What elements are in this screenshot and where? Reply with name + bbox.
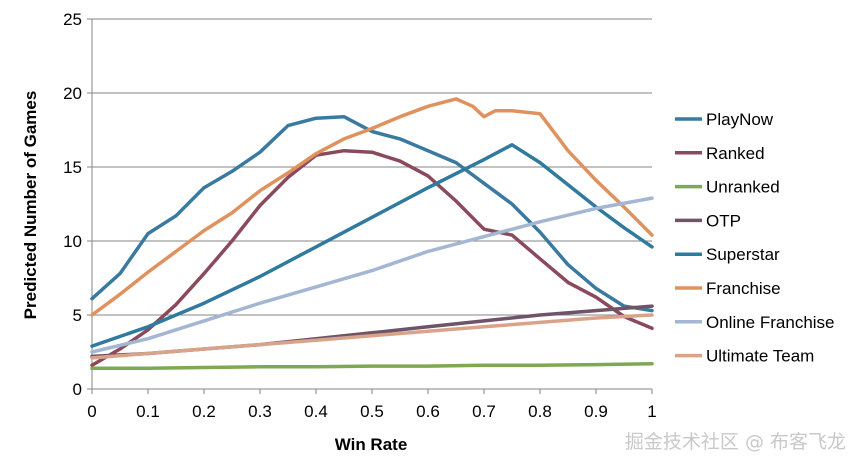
series-line-ultimate-team — [90, 313, 654, 360]
legend-label-ranked: Ranked — [706, 144, 765, 163]
y-tick-label: 15 — [63, 158, 82, 177]
x-tick-label: 0.6 — [416, 402, 440, 421]
series-line-playnow — [90, 114, 654, 313]
y-tick-labels: 0 5 10 15 20 25 — [63, 10, 82, 399]
x-tick-label: 0 — [87, 402, 96, 421]
x-tick-label: 0.2 — [192, 402, 216, 421]
x-tick-label: 0.5 — [360, 402, 384, 421]
series-lines — [90, 97, 654, 371]
x-tick-label: 0.7 — [472, 402, 496, 421]
legend-label-unranked: Unranked — [706, 178, 780, 197]
y-tick-label: 25 — [63, 10, 82, 29]
y-tick-label: 0 — [73, 380, 82, 399]
y-tick-label: 5 — [73, 306, 82, 325]
series-line-franchise — [90, 97, 654, 317]
series-line-unranked — [90, 362, 654, 371]
legend-label-franchise: Franchise — [706, 279, 781, 298]
series-line-online-franchise — [90, 196, 654, 354]
y-tick-label: 10 — [63, 232, 82, 251]
x-tick-label: 0.8 — [528, 402, 552, 421]
x-tick-label: 0.9 — [584, 402, 608, 421]
x-tick-label: 0.1 — [136, 402, 160, 421]
watermark: 掘金技术社区 @ 布客飞龙 — [625, 431, 846, 453]
y-tick-label: 20 — [63, 84, 82, 103]
x-tick-label: 0.4 — [304, 402, 328, 421]
legend-label-online-franchise: Online Franchise — [706, 313, 835, 332]
y-axis-title: Predicted Number of Games — [21, 91, 40, 320]
x-tick-label: 1 — [647, 402, 656, 421]
x-tick-label: 0.3 — [248, 402, 272, 421]
legend-label-otp: OTP — [706, 211, 741, 230]
legend-label-playnow: PlayNow — [706, 110, 774, 129]
x-tick-labels: 0 0.1 0.2 0.3 0.4 0.5 0.6 0.7 0.8 0.9 1 — [87, 402, 656, 421]
axes — [87, 18, 653, 394]
series-line-superstar — [90, 143, 654, 348]
x-axis-title: Win Rate — [335, 435, 408, 454]
series-line-ranked — [90, 148, 654, 368]
legend-label-ultimate-team: Ultimate Team — [706, 347, 814, 366]
legend: PlayNow Ranked Unranked OTP Superstar Franchi… — [675, 110, 835, 366]
legend-label-superstar: Superstar — [706, 245, 780, 264]
